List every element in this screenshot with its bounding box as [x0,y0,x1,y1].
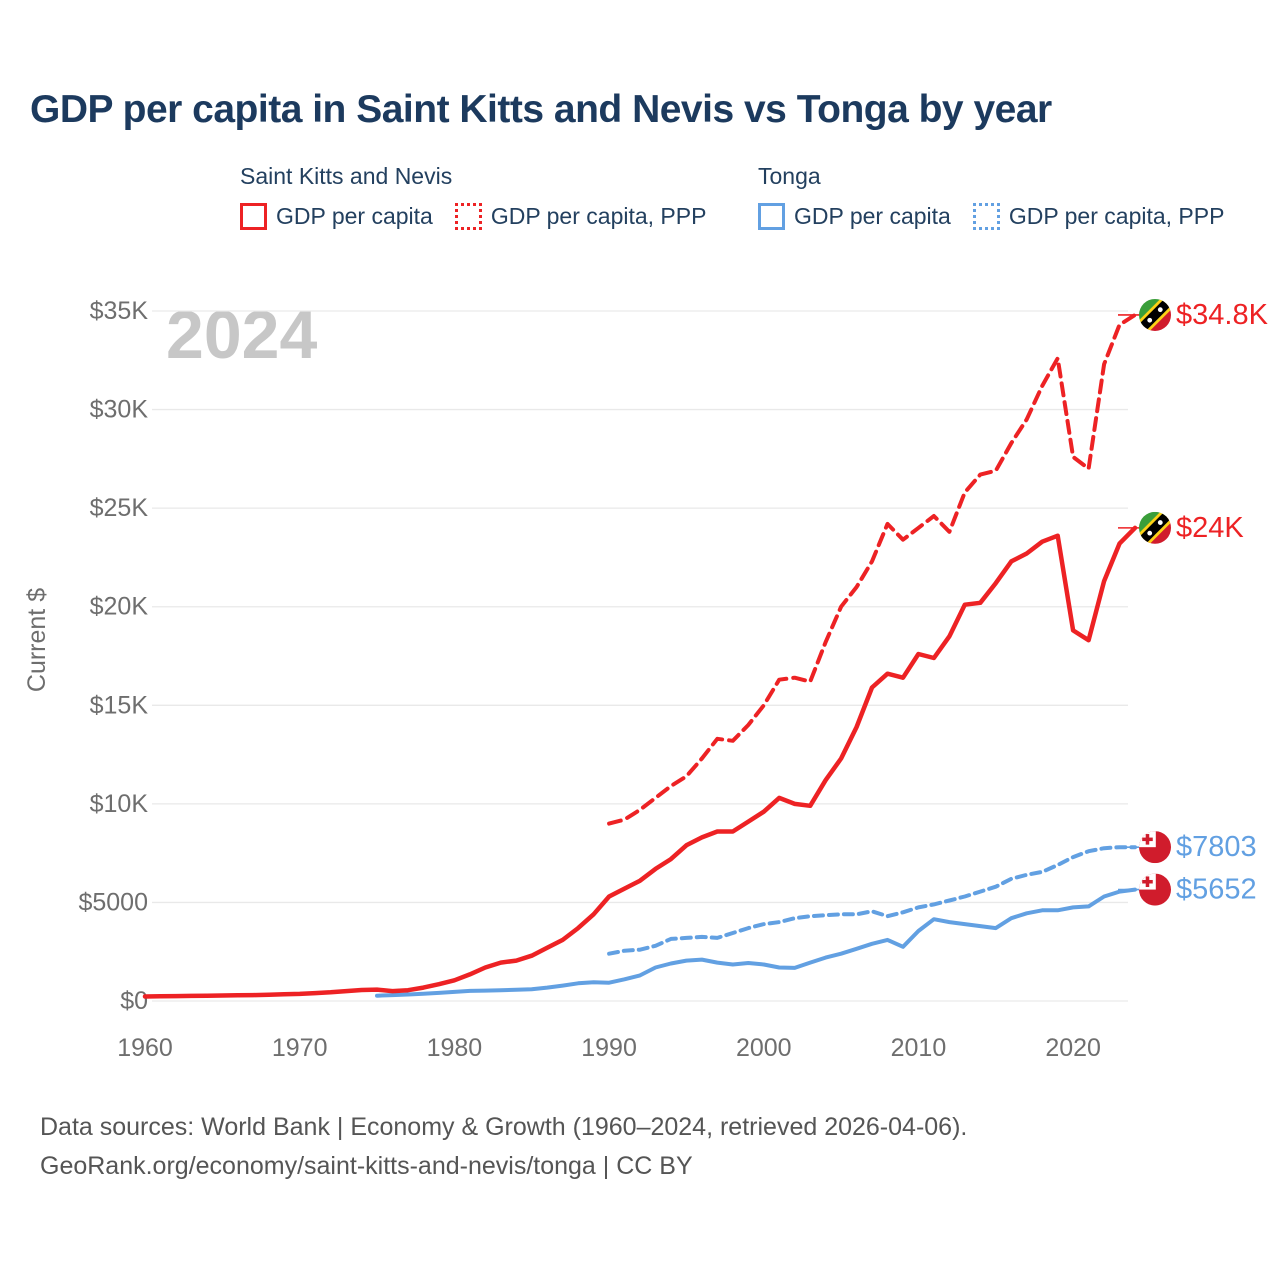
x-tick-label: 2010 [891,1034,947,1062]
chart-line-tonga-gdp [375,887,1137,998]
legend-group-tonga: Tonga GDP per capita GDP per capita, PPP [758,163,1224,230]
y-tick-label: $5000 [78,888,148,916]
legend-item-label: GDP per capita [276,203,433,229]
legend-item-skn-gdp: GDP per capita [240,203,433,230]
y-tick-label: $10K [90,790,149,818]
y-axis-label: Current $ [23,588,51,692]
end-value-label-tonga-ppp: $7803 [1176,831,1257,863]
legend-item-skn-ppp: GDP per capita, PPP [454,203,707,230]
legend-item-label: GDP per capita, PPP [490,203,707,229]
footer-attribution: GeoRank.org/economy/saint-kitts-and-nevi… [40,1151,693,1180]
chart-line-skn-ppp [607,313,1137,826]
legend-group-name: Saint Kitts and Nevis [240,163,453,189]
x-tick-label: 1970 [272,1034,328,1062]
y-tick-label: $20K [90,593,149,621]
tonga-flag-icon [1139,873,1171,906]
legend-item-tonga-gdp: GDP per capita [758,203,951,230]
legend-item-tonga-ppp: GDP per capita, PPP [972,203,1225,230]
legend-swatch-solid-blue-icon [758,203,785,230]
x-tick-label: 1990 [581,1034,637,1062]
x-tick-label: 1980 [427,1034,483,1062]
x-tick-label: 2020 [1045,1034,1101,1062]
legend-swatch-solid-red-icon [240,203,267,230]
legend-group-name: Tonga [758,163,821,189]
x-tick-label: 1960 [117,1034,173,1062]
y-tick-label: $15K [90,691,149,719]
saint-kitts-flag-icon [1139,298,1171,331]
legend-items: GDP per capita GDP per capita, PPP [758,203,1224,230]
chart-footer: Data sources: World Bank | Economy & Gro… [40,1108,967,1186]
watermark-year: 2024 [166,297,317,373]
end-value-label-skn-ppp: $34.8K [1176,299,1269,331]
chart-line-skn-gdp [142,525,1138,999]
end-value-label-skn-gdp: $24K [1176,512,1244,544]
y-tick-label: $35K [90,297,149,325]
legend-item-label: GDP per capita [794,203,951,229]
legend-item-label: GDP per capita, PPP [1008,203,1225,229]
chart-line-tonga-ppp [607,845,1137,956]
y-tick-label: $30K [90,396,149,424]
legend-swatch-dotted-blue-icon [972,203,1000,230]
x-tick-label: 2000 [736,1034,792,1062]
legend-items: GDP per capita GDP per capita, PPP [240,203,706,230]
y-tick-label: $0 [120,987,148,1015]
page-title: GDP per capita in Saint Kitts and Nevis … [30,88,1052,131]
tonga-flag-icon [1139,831,1171,864]
y-tick-label: $25K [90,494,149,522]
footer-sources: Data sources: World Bank | Economy & Gro… [40,1113,968,1141]
end-value-label-tonga-gdp: $5652 [1176,874,1257,906]
legend-group-saint-kitts: Saint Kitts and Nevis GDP per capita GDP… [240,163,706,230]
saint-kitts-flag-icon [1139,511,1171,544]
legend-swatch-dotted-red-icon [454,203,482,230]
